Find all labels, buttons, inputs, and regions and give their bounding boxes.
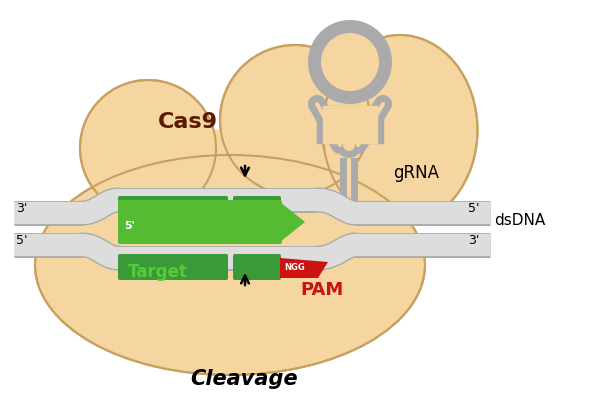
Text: 3': 3' xyxy=(349,208,358,218)
FancyBboxPatch shape xyxy=(233,254,281,280)
Text: 3': 3' xyxy=(468,234,479,246)
Ellipse shape xyxy=(322,35,477,225)
Text: NGG: NGG xyxy=(284,263,305,272)
FancyBboxPatch shape xyxy=(118,200,282,244)
Text: 5': 5' xyxy=(16,234,27,246)
Text: PAM: PAM xyxy=(300,281,343,299)
Polygon shape xyxy=(280,202,305,242)
Text: Cleavage: Cleavage xyxy=(190,369,297,389)
FancyBboxPatch shape xyxy=(233,196,281,227)
Polygon shape xyxy=(280,258,328,278)
Circle shape xyxy=(343,139,355,151)
Ellipse shape xyxy=(35,155,425,375)
Circle shape xyxy=(321,33,379,91)
Circle shape xyxy=(336,132,362,158)
Text: dsDNA: dsDNA xyxy=(494,213,545,228)
Text: gRNA: gRNA xyxy=(393,164,439,182)
Text: Target: Target xyxy=(128,263,188,281)
FancyBboxPatch shape xyxy=(118,254,228,280)
Text: 5': 5' xyxy=(468,202,480,215)
Text: Cas9: Cas9 xyxy=(158,112,218,132)
FancyBboxPatch shape xyxy=(345,201,395,221)
Text: 3': 3' xyxy=(16,202,27,215)
FancyBboxPatch shape xyxy=(118,196,228,227)
Text: 5': 5' xyxy=(124,221,135,231)
Ellipse shape xyxy=(128,130,308,230)
Circle shape xyxy=(80,80,216,216)
Ellipse shape xyxy=(295,145,415,225)
Circle shape xyxy=(220,45,370,195)
Circle shape xyxy=(308,20,392,104)
